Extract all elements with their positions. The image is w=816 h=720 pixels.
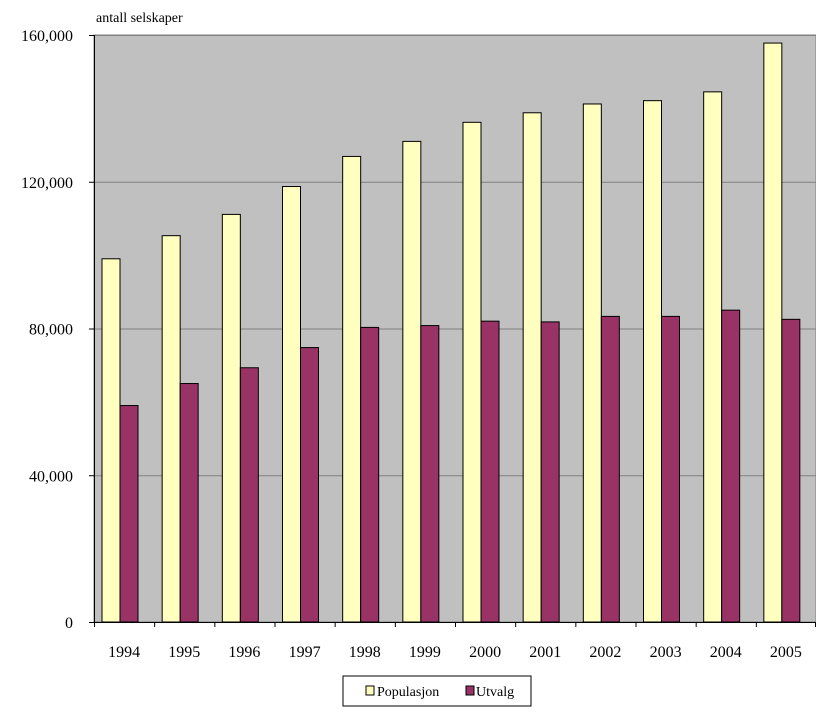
bar-utvalg-2003 xyxy=(661,315,680,623)
bar-utvalg-2000 xyxy=(480,320,500,623)
x-tick-label-1997: 1997 xyxy=(289,644,321,661)
gridlines xyxy=(94,35,816,477)
bar-utvalg-1999 xyxy=(420,325,440,623)
y-tick-labels: 0 40,000 80,000 120,000 160,000 xyxy=(21,28,73,632)
bar-utvalg-2005 xyxy=(781,318,801,623)
bar-utvalg-2002 xyxy=(600,315,620,623)
bar-populasjon-2005 xyxy=(763,42,783,623)
x-tick-label-2000: 2000 xyxy=(469,644,501,661)
bar-utvalg-1995 xyxy=(179,383,199,623)
x-tick-label-1996: 1996 xyxy=(228,644,260,661)
bar-populasjon-2002 xyxy=(582,103,602,623)
bar-populasjon-1999 xyxy=(402,140,422,623)
x-tick-label-2004: 2004 xyxy=(710,644,742,661)
legend: Populasjon Utvalg xyxy=(342,675,532,707)
x-tick-label-2005: 2005 xyxy=(770,644,802,661)
x-tick-label-2001: 2001 xyxy=(529,644,561,661)
bar-populasjon-1995 xyxy=(161,235,181,623)
x-tick-label-1995: 1995 xyxy=(168,644,200,661)
x-tick-label-1994: 1994 xyxy=(108,644,140,661)
bar-populasjon-1994 xyxy=(101,258,121,623)
legend-label-populasjon: Populasjon xyxy=(377,685,439,700)
x-tick-labels: 1994 1995 1996 1997 1998 1999 2000 2001 2002 2003… xyxy=(108,644,802,661)
x-tick-label-1999: 1999 xyxy=(409,644,441,661)
bar-populasjon-2001 xyxy=(522,112,542,623)
bar-utvalg-1997 xyxy=(300,347,319,623)
y-tick-label-0: 0 xyxy=(65,615,73,632)
x-tick-label-2003: 2003 xyxy=(650,644,682,661)
bar-utvalg-1994 xyxy=(119,405,139,623)
y-tick-label-80,000: 80,000 xyxy=(29,322,73,339)
bar-populasjon-2004 xyxy=(703,91,723,623)
x-tick-label-2002: 2002 xyxy=(589,644,621,661)
bar-populasjon-1996 xyxy=(221,213,241,623)
x-tick-label-1998: 1998 xyxy=(349,644,381,661)
legend-swatch-utvalg xyxy=(465,685,475,696)
bar-populasjon-1998 xyxy=(342,155,362,623)
bar-populasjon-2003 xyxy=(643,100,662,623)
bar-populasjon-2000 xyxy=(462,121,482,623)
y-tick-label-40,000: 40,000 xyxy=(29,468,73,485)
bar-utvalg-1996 xyxy=(239,367,259,623)
legend-label-utvalg: Utvalg xyxy=(476,685,514,700)
legend-swatch-populasjon xyxy=(365,685,375,696)
bar-utvalg-1998 xyxy=(360,326,380,623)
y-tick-label-120,000: 120,000 xyxy=(21,175,73,192)
bar-populasjon-1997 xyxy=(282,186,301,623)
bar-utvalg-2001 xyxy=(540,321,560,623)
y-axis-label: antall selskaper xyxy=(96,11,183,26)
y-tick-label-160,000: 160,000 xyxy=(21,28,73,45)
bar-utvalg-2004 xyxy=(721,309,741,623)
axes xyxy=(89,35,816,627)
